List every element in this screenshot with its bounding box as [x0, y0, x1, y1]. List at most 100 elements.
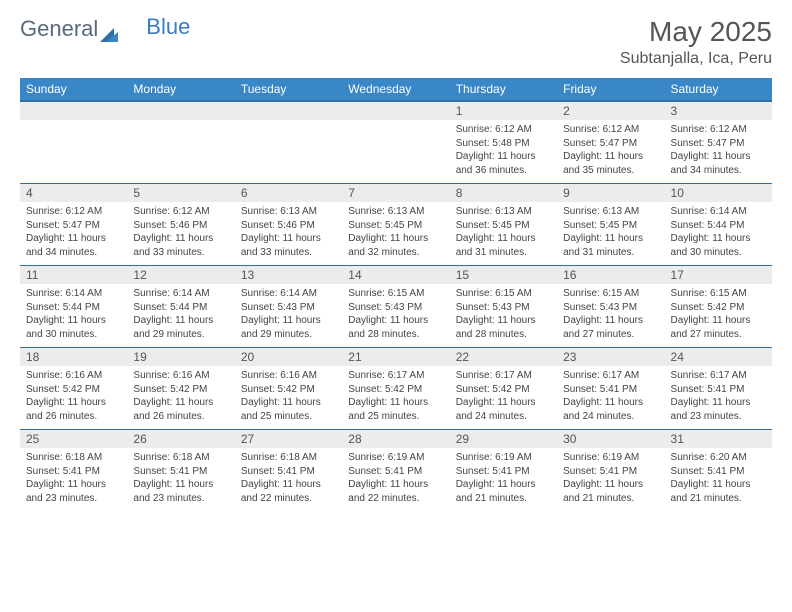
sunset-text: Sunset: 5:41 PM	[26, 465, 121, 479]
day-number: 10	[665, 184, 772, 203]
d1-text: Daylight: 11 hours	[348, 314, 443, 328]
d1-text: Daylight: 11 hours	[26, 314, 121, 328]
day-header: Sunday	[20, 78, 127, 101]
day-number: 24	[665, 348, 772, 367]
d2-text: and 23 minutes.	[671, 410, 766, 424]
d1-text: Daylight: 11 hours	[671, 396, 766, 410]
d1-text: Daylight: 11 hours	[26, 396, 121, 410]
day-number: 31	[665, 430, 772, 449]
day-detail-cell: Sunrise: 6:14 AMSunset: 5:44 PMDaylight:…	[127, 284, 234, 348]
day-number: 18	[20, 348, 127, 367]
d1-text: Daylight: 11 hours	[26, 232, 121, 246]
sunrise-text: Sunrise: 6:16 AM	[133, 369, 228, 383]
d1-text: Daylight: 11 hours	[348, 232, 443, 246]
logo-text-2: Blue	[146, 14, 190, 40]
sunset-text: Sunset: 5:41 PM	[456, 465, 551, 479]
day-detail-cell: Sunrise: 6:15 AMSunset: 5:43 PMDaylight:…	[557, 284, 664, 348]
day-detail-cell: Sunrise: 6:13 AMSunset: 5:45 PMDaylight:…	[557, 202, 664, 266]
d1-text: Daylight: 11 hours	[563, 150, 658, 164]
sunrise-text: Sunrise: 6:12 AM	[671, 123, 766, 137]
day-detail-cell: Sunrise: 6:13 AMSunset: 5:45 PMDaylight:…	[342, 202, 449, 266]
sunset-text: Sunset: 5:42 PM	[456, 383, 551, 397]
d1-text: Daylight: 11 hours	[348, 396, 443, 410]
d2-text: and 36 minutes.	[456, 164, 551, 178]
d2-text: and 29 minutes.	[133, 328, 228, 342]
sunrise-text: Sunrise: 6:12 AM	[26, 205, 121, 219]
sunrise-text: Sunrise: 6:15 AM	[456, 287, 551, 301]
day-detail-cell: Sunrise: 6:14 AMSunset: 5:43 PMDaylight:…	[235, 284, 342, 348]
d1-text: Daylight: 11 hours	[133, 314, 228, 328]
day-number-row: 45678910	[20, 184, 772, 203]
day-detail-row: Sunrise: 6:12 AMSunset: 5:48 PMDaylight:…	[20, 120, 772, 184]
day-detail-cell: Sunrise: 6:12 AMSunset: 5:47 PMDaylight:…	[557, 120, 664, 184]
day-detail-row: Sunrise: 6:12 AMSunset: 5:47 PMDaylight:…	[20, 202, 772, 266]
day-number: 26	[127, 430, 234, 449]
sunset-text: Sunset: 5:44 PM	[133, 301, 228, 315]
sunrise-text: Sunrise: 6:14 AM	[241, 287, 336, 301]
day-number: 21	[342, 348, 449, 367]
month-title: May 2025	[620, 16, 772, 48]
sunset-text: Sunset: 5:46 PM	[241, 219, 336, 233]
day-detail-cell: Sunrise: 6:12 AMSunset: 5:47 PMDaylight:…	[20, 202, 127, 266]
day-detail-cell: Sunrise: 6:16 AMSunset: 5:42 PMDaylight:…	[235, 366, 342, 430]
day-number: 23	[557, 348, 664, 367]
sunset-text: Sunset: 5:42 PM	[241, 383, 336, 397]
d1-text: Daylight: 11 hours	[456, 314, 551, 328]
sunrise-text: Sunrise: 6:17 AM	[563, 369, 658, 383]
day-number-row: 11121314151617	[20, 266, 772, 285]
location: Subtanjalla, Ica, Peru	[620, 50, 772, 68]
day-header: Tuesday	[235, 78, 342, 101]
d2-text: and 31 minutes.	[563, 246, 658, 260]
d2-text: and 23 minutes.	[26, 492, 121, 506]
sunrise-text: Sunrise: 6:15 AM	[671, 287, 766, 301]
day-number	[20, 101, 127, 120]
day-detail-cell: Sunrise: 6:14 AMSunset: 5:44 PMDaylight:…	[20, 284, 127, 348]
sunrise-text: Sunrise: 6:18 AM	[26, 451, 121, 465]
d1-text: Daylight: 11 hours	[671, 150, 766, 164]
d2-text: and 30 minutes.	[26, 328, 121, 342]
day-detail-cell: Sunrise: 6:12 AMSunset: 5:48 PMDaylight:…	[450, 120, 557, 184]
day-detail-cell: Sunrise: 6:17 AMSunset: 5:42 PMDaylight:…	[450, 366, 557, 430]
d1-text: Daylight: 11 hours	[133, 232, 228, 246]
d1-text: Daylight: 11 hours	[563, 314, 658, 328]
sunrise-text: Sunrise: 6:18 AM	[133, 451, 228, 465]
day-number-row: 18192021222324	[20, 348, 772, 367]
sunset-text: Sunset: 5:41 PM	[563, 465, 658, 479]
day-detail-cell: Sunrise: 6:12 AMSunset: 5:46 PMDaylight:…	[127, 202, 234, 266]
sunrise-text: Sunrise: 6:17 AM	[456, 369, 551, 383]
logo: General Blue	[20, 16, 190, 42]
day-number: 12	[127, 266, 234, 285]
d2-text: and 33 minutes.	[241, 246, 336, 260]
d2-text: and 28 minutes.	[348, 328, 443, 342]
day-detail-cell: Sunrise: 6:17 AMSunset: 5:41 PMDaylight:…	[557, 366, 664, 430]
sunrise-text: Sunrise: 6:15 AM	[348, 287, 443, 301]
day-detail-cell: Sunrise: 6:18 AMSunset: 5:41 PMDaylight:…	[127, 448, 234, 511]
day-number: 13	[235, 266, 342, 285]
d2-text: and 33 minutes.	[133, 246, 228, 260]
d1-text: Daylight: 11 hours	[563, 478, 658, 492]
d2-text: and 32 minutes.	[348, 246, 443, 260]
d2-text: and 35 minutes.	[563, 164, 658, 178]
day-number: 14	[342, 266, 449, 285]
day-detail-cell: Sunrise: 6:18 AMSunset: 5:41 PMDaylight:…	[235, 448, 342, 511]
sunrise-text: Sunrise: 6:16 AM	[26, 369, 121, 383]
day-number: 8	[450, 184, 557, 203]
d1-text: Daylight: 11 hours	[241, 232, 336, 246]
sunset-text: Sunset: 5:42 PM	[348, 383, 443, 397]
d2-text: and 21 minutes.	[456, 492, 551, 506]
sunset-text: Sunset: 5:41 PM	[348, 465, 443, 479]
day-detail-cell	[235, 120, 342, 184]
sunrise-text: Sunrise: 6:14 AM	[671, 205, 766, 219]
day-number	[127, 101, 234, 120]
d2-text: and 27 minutes.	[671, 328, 766, 342]
sunrise-text: Sunrise: 6:13 AM	[348, 205, 443, 219]
sunset-text: Sunset: 5:42 PM	[671, 301, 766, 315]
day-number: 28	[342, 430, 449, 449]
sunset-text: Sunset: 5:42 PM	[133, 383, 228, 397]
sunset-text: Sunset: 5:41 PM	[671, 383, 766, 397]
sunrise-text: Sunrise: 6:15 AM	[563, 287, 658, 301]
d2-text: and 30 minutes.	[671, 246, 766, 260]
sunrise-text: Sunrise: 6:19 AM	[348, 451, 443, 465]
sunrise-text: Sunrise: 6:12 AM	[563, 123, 658, 137]
sunrise-text: Sunrise: 6:13 AM	[456, 205, 551, 219]
